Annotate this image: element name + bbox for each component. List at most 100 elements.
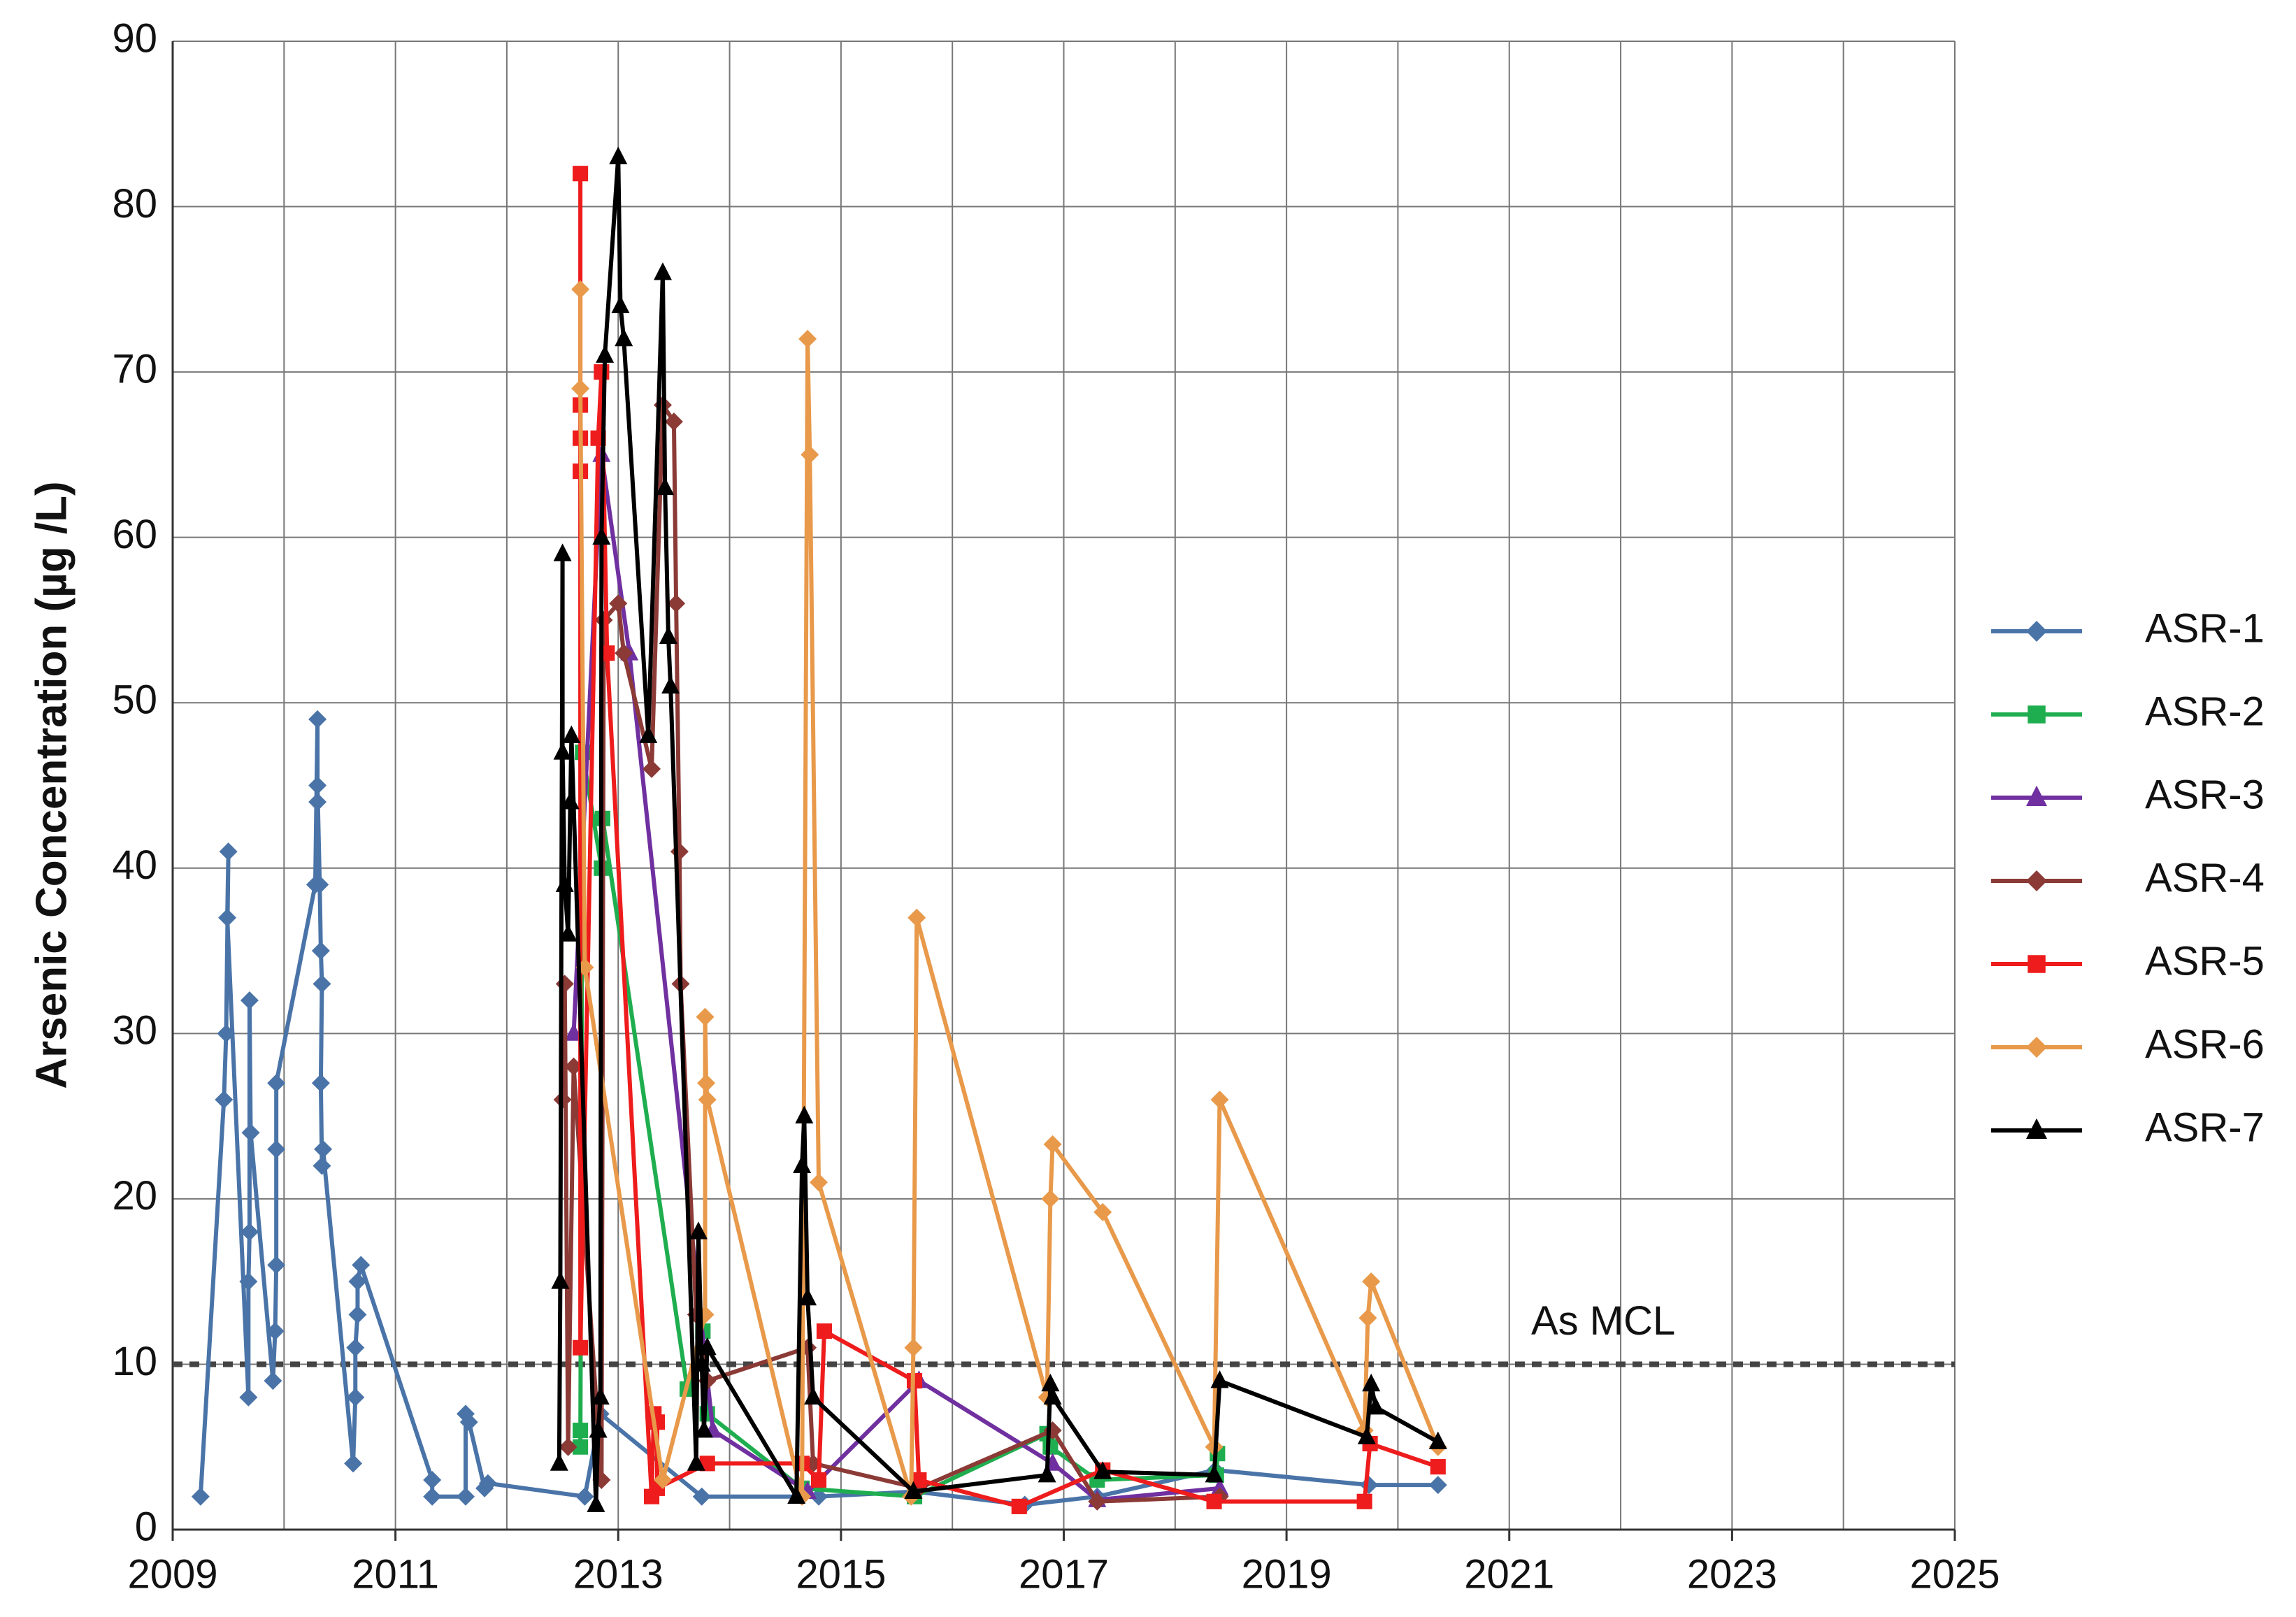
data-point [1366, 1396, 1385, 1415]
data-point [1038, 1464, 1056, 1483]
data-point [1210, 1370, 1229, 1388]
legend-marker [2026, 870, 2047, 891]
legend-label: ASR-3 [2145, 772, 2265, 817]
data-point [215, 1090, 234, 1109]
data-point [609, 146, 628, 164]
data-point [551, 1271, 570, 1289]
data-point [571, 379, 590, 398]
x-tick-label: 2017 [1019, 1551, 1109, 1597]
legend-marker [2026, 1037, 2047, 1058]
legend-marker [2026, 785, 2047, 806]
y-tick-label: 80 [112, 181, 157, 227]
data-point [798, 1287, 817, 1306]
data-point [571, 280, 590, 299]
y-tick-label: 70 [112, 346, 157, 391]
data-point [564, 1057, 583, 1076]
data-point [1430, 1459, 1446, 1475]
data-point [348, 1272, 367, 1291]
series-line [571, 452, 1220, 1502]
data-point [1362, 1272, 1381, 1291]
data-point [313, 975, 331, 993]
data-point [810, 1472, 827, 1488]
data-point [656, 477, 675, 496]
data-point [904, 1338, 923, 1357]
legend-label: ASR-2 [2145, 689, 2265, 734]
data-point [1428, 1431, 1447, 1450]
legend-marker [2026, 1118, 2047, 1139]
data-point [264, 1372, 282, 1390]
data-point [1205, 1464, 1224, 1483]
legend-marker [2028, 955, 2046, 973]
y-tick-label: 20 [112, 1173, 157, 1219]
data-point [240, 1223, 259, 1242]
data-point [310, 875, 329, 894]
data-point [267, 1140, 286, 1158]
data-point [639, 725, 658, 743]
data-point [1043, 1386, 1062, 1405]
data-point [575, 1487, 594, 1506]
legend-label: ASR-1 [2145, 605, 2265, 651]
data-point [218, 908, 237, 927]
data-point [1360, 1476, 1379, 1495]
data-point [559, 1437, 577, 1456]
x-tick-label: 2011 [352, 1551, 439, 1597]
data-point [314, 1140, 333, 1158]
x-tick-label: 2021 [1464, 1551, 1554, 1597]
legend-marker [2028, 705, 2046, 724]
data-point [653, 262, 672, 280]
legend-label: ASR-7 [2145, 1105, 2265, 1150]
y-tick-label: 90 [112, 15, 157, 61]
data-point [553, 543, 572, 561]
data-point [643, 759, 661, 778]
data-point [573, 1339, 589, 1356]
data-point [587, 1494, 605, 1512]
y-tick-label: 60 [112, 512, 157, 557]
x-tick-label: 2023 [1687, 1551, 1777, 1597]
data-point [692, 1353, 711, 1372]
data-point [793, 1155, 812, 1173]
data-point [810, 1487, 828, 1506]
data-point [346, 1388, 365, 1407]
data-point [694, 1420, 713, 1438]
data-point [573, 1439, 589, 1455]
data-point [550, 1453, 568, 1471]
data-point [696, 1007, 715, 1026]
data-point [311, 942, 330, 961]
data-point [1042, 1439, 1059, 1455]
x-tick-label: 2009 [127, 1551, 217, 1597]
data-point [609, 594, 628, 613]
data-point [1210, 1477, 1229, 1496]
data-point [1043, 1135, 1062, 1154]
data-point [564, 1023, 583, 1041]
data-point [1428, 1476, 1447, 1495]
data-point [659, 626, 677, 644]
data-point [596, 345, 615, 363]
data-point [562, 725, 581, 743]
data-point [795, 1105, 814, 1124]
data-point [555, 874, 574, 892]
data-point [810, 1173, 828, 1192]
y-tick-label: 10 [112, 1339, 157, 1384]
data-point [907, 908, 926, 927]
data-point [423, 1487, 442, 1506]
data-point [478, 1474, 497, 1493]
data-point [239, 1272, 258, 1291]
data-point [241, 1123, 260, 1142]
data-point [1041, 1373, 1060, 1392]
data-point [1093, 1461, 1112, 1479]
data-point [308, 776, 327, 795]
y-tick-label: 40 [112, 842, 157, 888]
data-point [670, 842, 689, 861]
data-point [904, 1481, 923, 1499]
data-point [555, 975, 574, 993]
data-point [459, 1413, 478, 1432]
data-point [1093, 1202, 1112, 1221]
data-point [456, 1487, 475, 1506]
data-point [804, 1386, 823, 1405]
data-point [561, 791, 580, 810]
data-point [313, 1156, 331, 1175]
data-point [573, 1423, 589, 1439]
x-tick-label: 2015 [796, 1551, 886, 1597]
data-point [667, 594, 686, 613]
data-point [1357, 1426, 1376, 1444]
